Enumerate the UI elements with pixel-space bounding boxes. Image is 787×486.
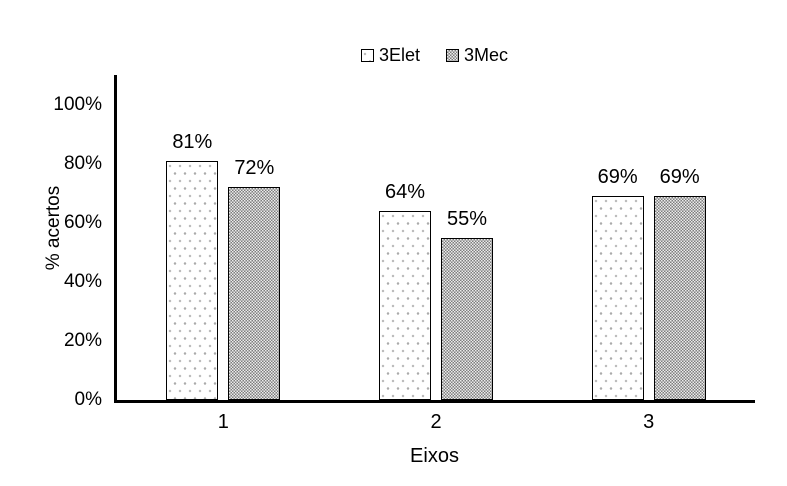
x-tick-label-1: 1	[217, 411, 229, 433]
y-tick-label: 40%	[63, 270, 102, 292]
data-label-3mec-cat3: 69%	[659, 166, 700, 189]
legend-label-3mec: 3Mec	[464, 45, 509, 65]
data-label-3mec-cat2: 55%	[446, 207, 488, 230]
data-label-3elet-cat2: 64%	[384, 180, 426, 203]
legend-item-3mec: 3Mec	[446, 44, 508, 66]
data-label-3elet-cat1: 81%	[172, 130, 213, 153]
y-axis-title: % acertos	[43, 185, 64, 271]
data-label-3mec-cat1: 72%	[234, 157, 275, 180]
y-tick-label: 60%	[63, 211, 102, 233]
x-tick-label-3: 3	[643, 411, 655, 433]
bar-3elet-cat1	[166, 160, 219, 400]
legend-marker-3elet	[360, 48, 374, 62]
bar-3mec-cat3	[653, 196, 706, 400]
bar-3elet-cat2	[379, 210, 431, 400]
y-tick-label: 100%	[53, 93, 102, 115]
y-tick-label: 80%	[63, 152, 102, 174]
y-tick-label: 0%	[74, 389, 102, 410]
x-axis-title: Eixos	[410, 445, 459, 467]
bar-3mec-cat2	[441, 237, 493, 400]
bar-3mec-cat1	[228, 187, 281, 400]
legend: 3Elet 3Mec	[114, 44, 755, 66]
legend-marker-3mec	[446, 48, 459, 62]
bar-3elet-cat3	[591, 196, 644, 400]
plot-area: 81% 72% 64% 55% 69% 69%	[114, 75, 755, 403]
legend-label-3elet: 3Elet	[378, 45, 420, 65]
legend-item-3elet: 3Elet	[360, 44, 420, 66]
data-label-3elet-cat3: 69%	[597, 166, 638, 189]
y-axis-tick-labels: 0% 20% 40% 60% 80% 100%	[0, 75, 102, 410]
y-tick-label: 20%	[63, 329, 102, 351]
x-tick-label-2: 2	[430, 411, 442, 433]
